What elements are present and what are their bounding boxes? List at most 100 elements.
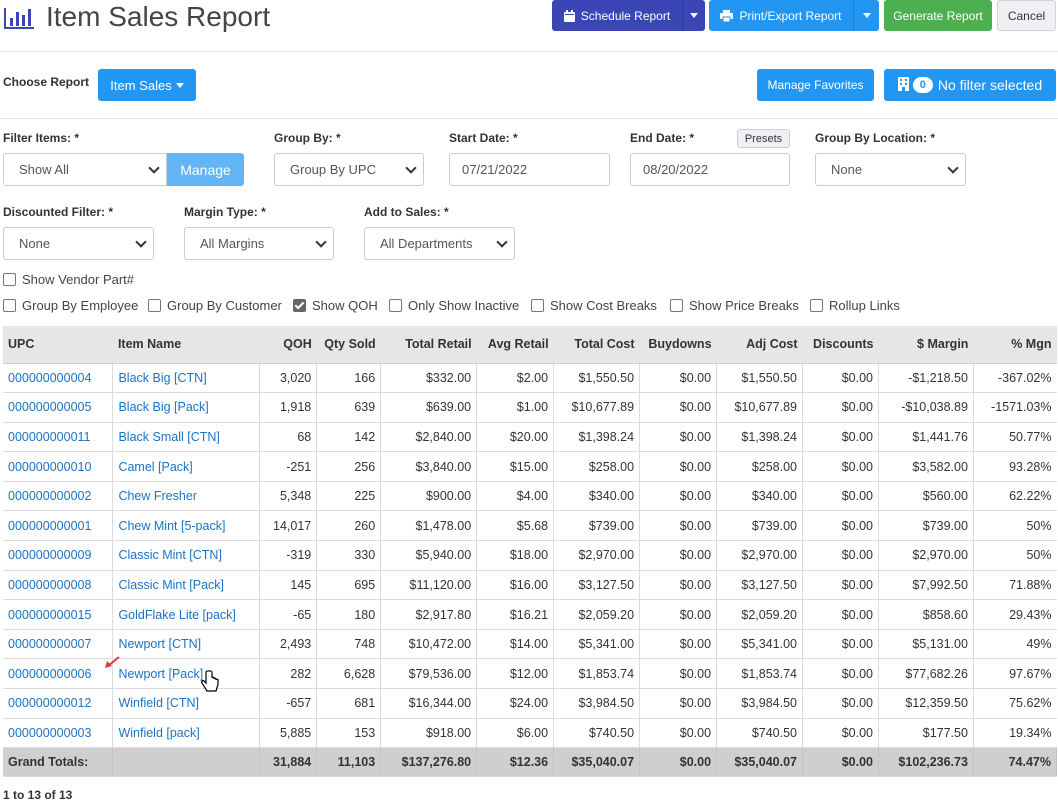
cell-qoh: -65 bbox=[259, 599, 318, 630]
cell-item-name[interactable]: Black Big [Pack] bbox=[112, 392, 261, 423]
cell-upc[interactable]: 000000000002 bbox=[3, 481, 114, 512]
group-by-customer-checkbox[interactable] bbox=[148, 299, 161, 312]
manage-button[interactable]: Manage bbox=[167, 153, 244, 186]
cell-total-retail: $3,840.00 bbox=[380, 451, 478, 482]
schedule-report-button[interactable]: Schedule Report bbox=[552, 0, 682, 31]
show-price-breaks-option[interactable]: Show Price Breaks bbox=[670, 298, 799, 313]
cell-item-name[interactable]: Chew Mint [5-pack] bbox=[112, 510, 261, 542]
cell-total-retail: $16,344.00 bbox=[380, 688, 478, 719]
column-header-buydowns[interactable]: Buydowns bbox=[639, 326, 717, 364]
cell-item-name[interactable]: Winfield [CTN] bbox=[112, 688, 261, 719]
rollup-links-checkbox[interactable] bbox=[810, 299, 823, 312]
cell-upc[interactable]: 000000000001 bbox=[3, 510, 114, 542]
show-vendor-part-option[interactable]: Show Vendor Part# bbox=[3, 272, 134, 287]
cell-item-name[interactable]: Newport [CTN] bbox=[112, 629, 261, 660]
presets-button[interactable]: Presets bbox=[737, 129, 790, 148]
show-qoh-checkbox[interactable] bbox=[293, 299, 306, 312]
cell-total-cost: $2,059.20 bbox=[553, 599, 641, 630]
start-date-input[interactable]: 07/21/2022 bbox=[449, 153, 610, 186]
cell-discounts: $0.00 bbox=[802, 510, 879, 542]
column-header-total-retail[interactable]: Total Retail bbox=[380, 326, 477, 364]
cell-item-name[interactable]: Winfield [pack] bbox=[112, 718, 261, 749]
table-row: 000000000011 Black Small [CTN] 68 142 $2,840… bbox=[3, 422, 1057, 453]
cell-upc[interactable]: 000000000006 bbox=[3, 658, 114, 690]
group-by-customer-option[interactable]: Group By Customer bbox=[148, 298, 282, 313]
cell-pct-margin: 75.62% bbox=[973, 688, 1057, 719]
cell-total-retail: $5,940.00 bbox=[380, 540, 478, 571]
cell-upc[interactable]: 000000000004 bbox=[3, 363, 114, 394]
end-date-input[interactable]: 08/20/2022 bbox=[630, 153, 790, 186]
cell-item-name[interactable]: Classic Mint [CTN] bbox=[112, 540, 261, 571]
cell-upc[interactable]: 000000000005 bbox=[3, 392, 114, 423]
column-header-total-cost[interactable]: Total Cost bbox=[553, 326, 640, 364]
cell-total-retail: $332.00 bbox=[380, 363, 478, 394]
cell-avg-retail: $1.00 bbox=[476, 392, 555, 423]
cell-upc[interactable]: 000000000008 bbox=[3, 570, 114, 601]
rollup-links-option[interactable]: Rollup Links bbox=[810, 298, 900, 313]
cell-item-name[interactable]: Newport [Pack] bbox=[112, 658, 261, 690]
add-to-sales-select[interactable]: All Departments bbox=[364, 227, 515, 260]
cell-item-name[interactable]: GoldFlake Lite [pack] bbox=[112, 599, 261, 630]
cell-upc[interactable]: 000000000009 bbox=[3, 540, 114, 571]
bar-chart-icon bbox=[4, 8, 34, 29]
column-header-qty-sold[interactable]: Qty Sold bbox=[316, 326, 381, 364]
group-by-location-select[interactable]: None bbox=[815, 153, 966, 186]
cell-item-name[interactable]: Camel [Pack] bbox=[112, 451, 261, 482]
cell-adj-cost: $340.00 bbox=[716, 481, 803, 512]
column-header-avg-retail[interactable]: Avg Retail bbox=[476, 326, 554, 364]
column-header-qoh[interactable]: QOH bbox=[259, 326, 317, 364]
margin-type-select[interactable]: All Margins bbox=[184, 227, 334, 260]
column-header-item-name[interactable]: Item Name bbox=[112, 326, 260, 364]
manage-favorites-button[interactable]: Manage Favorites bbox=[757, 69, 874, 101]
cell-item-name[interactable]: Black Small [CTN] bbox=[112, 422, 261, 453]
print-export-dropdown-button[interactable] bbox=[853, 0, 879, 31]
only-show-inactive-option[interactable]: Only Show Inactive bbox=[389, 298, 519, 313]
cell-item-name[interactable]: Chew Fresher bbox=[112, 481, 261, 512]
filter-items-select[interactable]: Show All bbox=[3, 153, 167, 186]
cell-upc[interactable]: 000000000003 bbox=[3, 718, 114, 749]
cell-avg-retail: $4.00 bbox=[476, 481, 555, 512]
discounted-filter-select[interactable]: None bbox=[3, 227, 154, 260]
print-export-button[interactable]: Print/Export Report bbox=[709, 0, 853, 31]
column-header-adj-cost[interactable]: Adj Cost bbox=[716, 326, 803, 364]
cell-total-cost: $3,127.50 bbox=[553, 570, 641, 601]
total-item-name bbox=[112, 747, 261, 778]
chevron-down-icon bbox=[947, 162, 959, 174]
group-by-select[interactable]: Group By UPC bbox=[274, 153, 424, 186]
group-by-value: Group By UPC bbox=[290, 162, 376, 177]
cell-buydowns: $0.00 bbox=[639, 540, 718, 571]
report-type-dropdown[interactable]: Item Sales bbox=[98, 69, 196, 101]
discounted-filter-value: None bbox=[19, 236, 51, 251]
group-by-location-label: Group By Location: * bbox=[815, 131, 935, 145]
chevron-down-icon bbox=[405, 162, 417, 174]
cell-item-name[interactable]: Black Big [CTN] bbox=[112, 363, 261, 394]
show-qoh-option[interactable]: Show QOH bbox=[293, 298, 378, 313]
cell-upc[interactable]: 000000000011 bbox=[3, 422, 114, 453]
cell-discounts: $0.00 bbox=[802, 451, 879, 482]
cell-upc[interactable]: 000000000015 bbox=[3, 599, 114, 630]
cancel-button[interactable]: Cancel bbox=[997, 0, 1056, 31]
generate-report-button[interactable]: Generate Report bbox=[884, 0, 992, 31]
show-vendor-part-checkbox[interactable] bbox=[3, 273, 16, 286]
cell-upc[interactable]: 000000000007 bbox=[3, 629, 114, 660]
start-date-label: Start Date: * bbox=[449, 131, 518, 145]
cell-pct-margin: 19.34% bbox=[973, 718, 1057, 749]
show-cost-breaks-checkbox[interactable] bbox=[531, 299, 544, 312]
cell-dollar-margin: -$1,218.50 bbox=[878, 363, 974, 394]
show-price-breaks-checkbox[interactable] bbox=[670, 299, 683, 312]
cell-upc[interactable]: 000000000012 bbox=[3, 688, 114, 719]
cell-item-name[interactable]: Classic Mint [Pack] bbox=[112, 570, 261, 601]
column-header-discounts[interactable]: Discounts bbox=[802, 326, 879, 364]
show-cost-breaks-option[interactable]: Show Cost Breaks bbox=[531, 298, 657, 313]
cell-upc[interactable]: 000000000010 bbox=[3, 451, 114, 482]
filter-selector-button[interactable]: 0 No filter selected bbox=[884, 69, 1056, 101]
group-by-employee-checkbox[interactable] bbox=[3, 299, 16, 312]
only-show-inactive-checkbox[interactable] bbox=[389, 299, 402, 312]
total-qoh: 31,884 bbox=[259, 747, 318, 778]
schedule-report-dropdown-button[interactable] bbox=[682, 0, 705, 31]
cell-total-retail: $900.00 bbox=[380, 481, 478, 512]
group-by-employee-option[interactable]: Group By Employee bbox=[3, 298, 138, 313]
column-header-pct-margin[interactable]: % Mgn bbox=[973, 326, 1057, 364]
column-header-upc[interactable]: UPC bbox=[3, 326, 113, 364]
column-header-dollar-margin[interactable]: $ Margin bbox=[878, 326, 974, 364]
